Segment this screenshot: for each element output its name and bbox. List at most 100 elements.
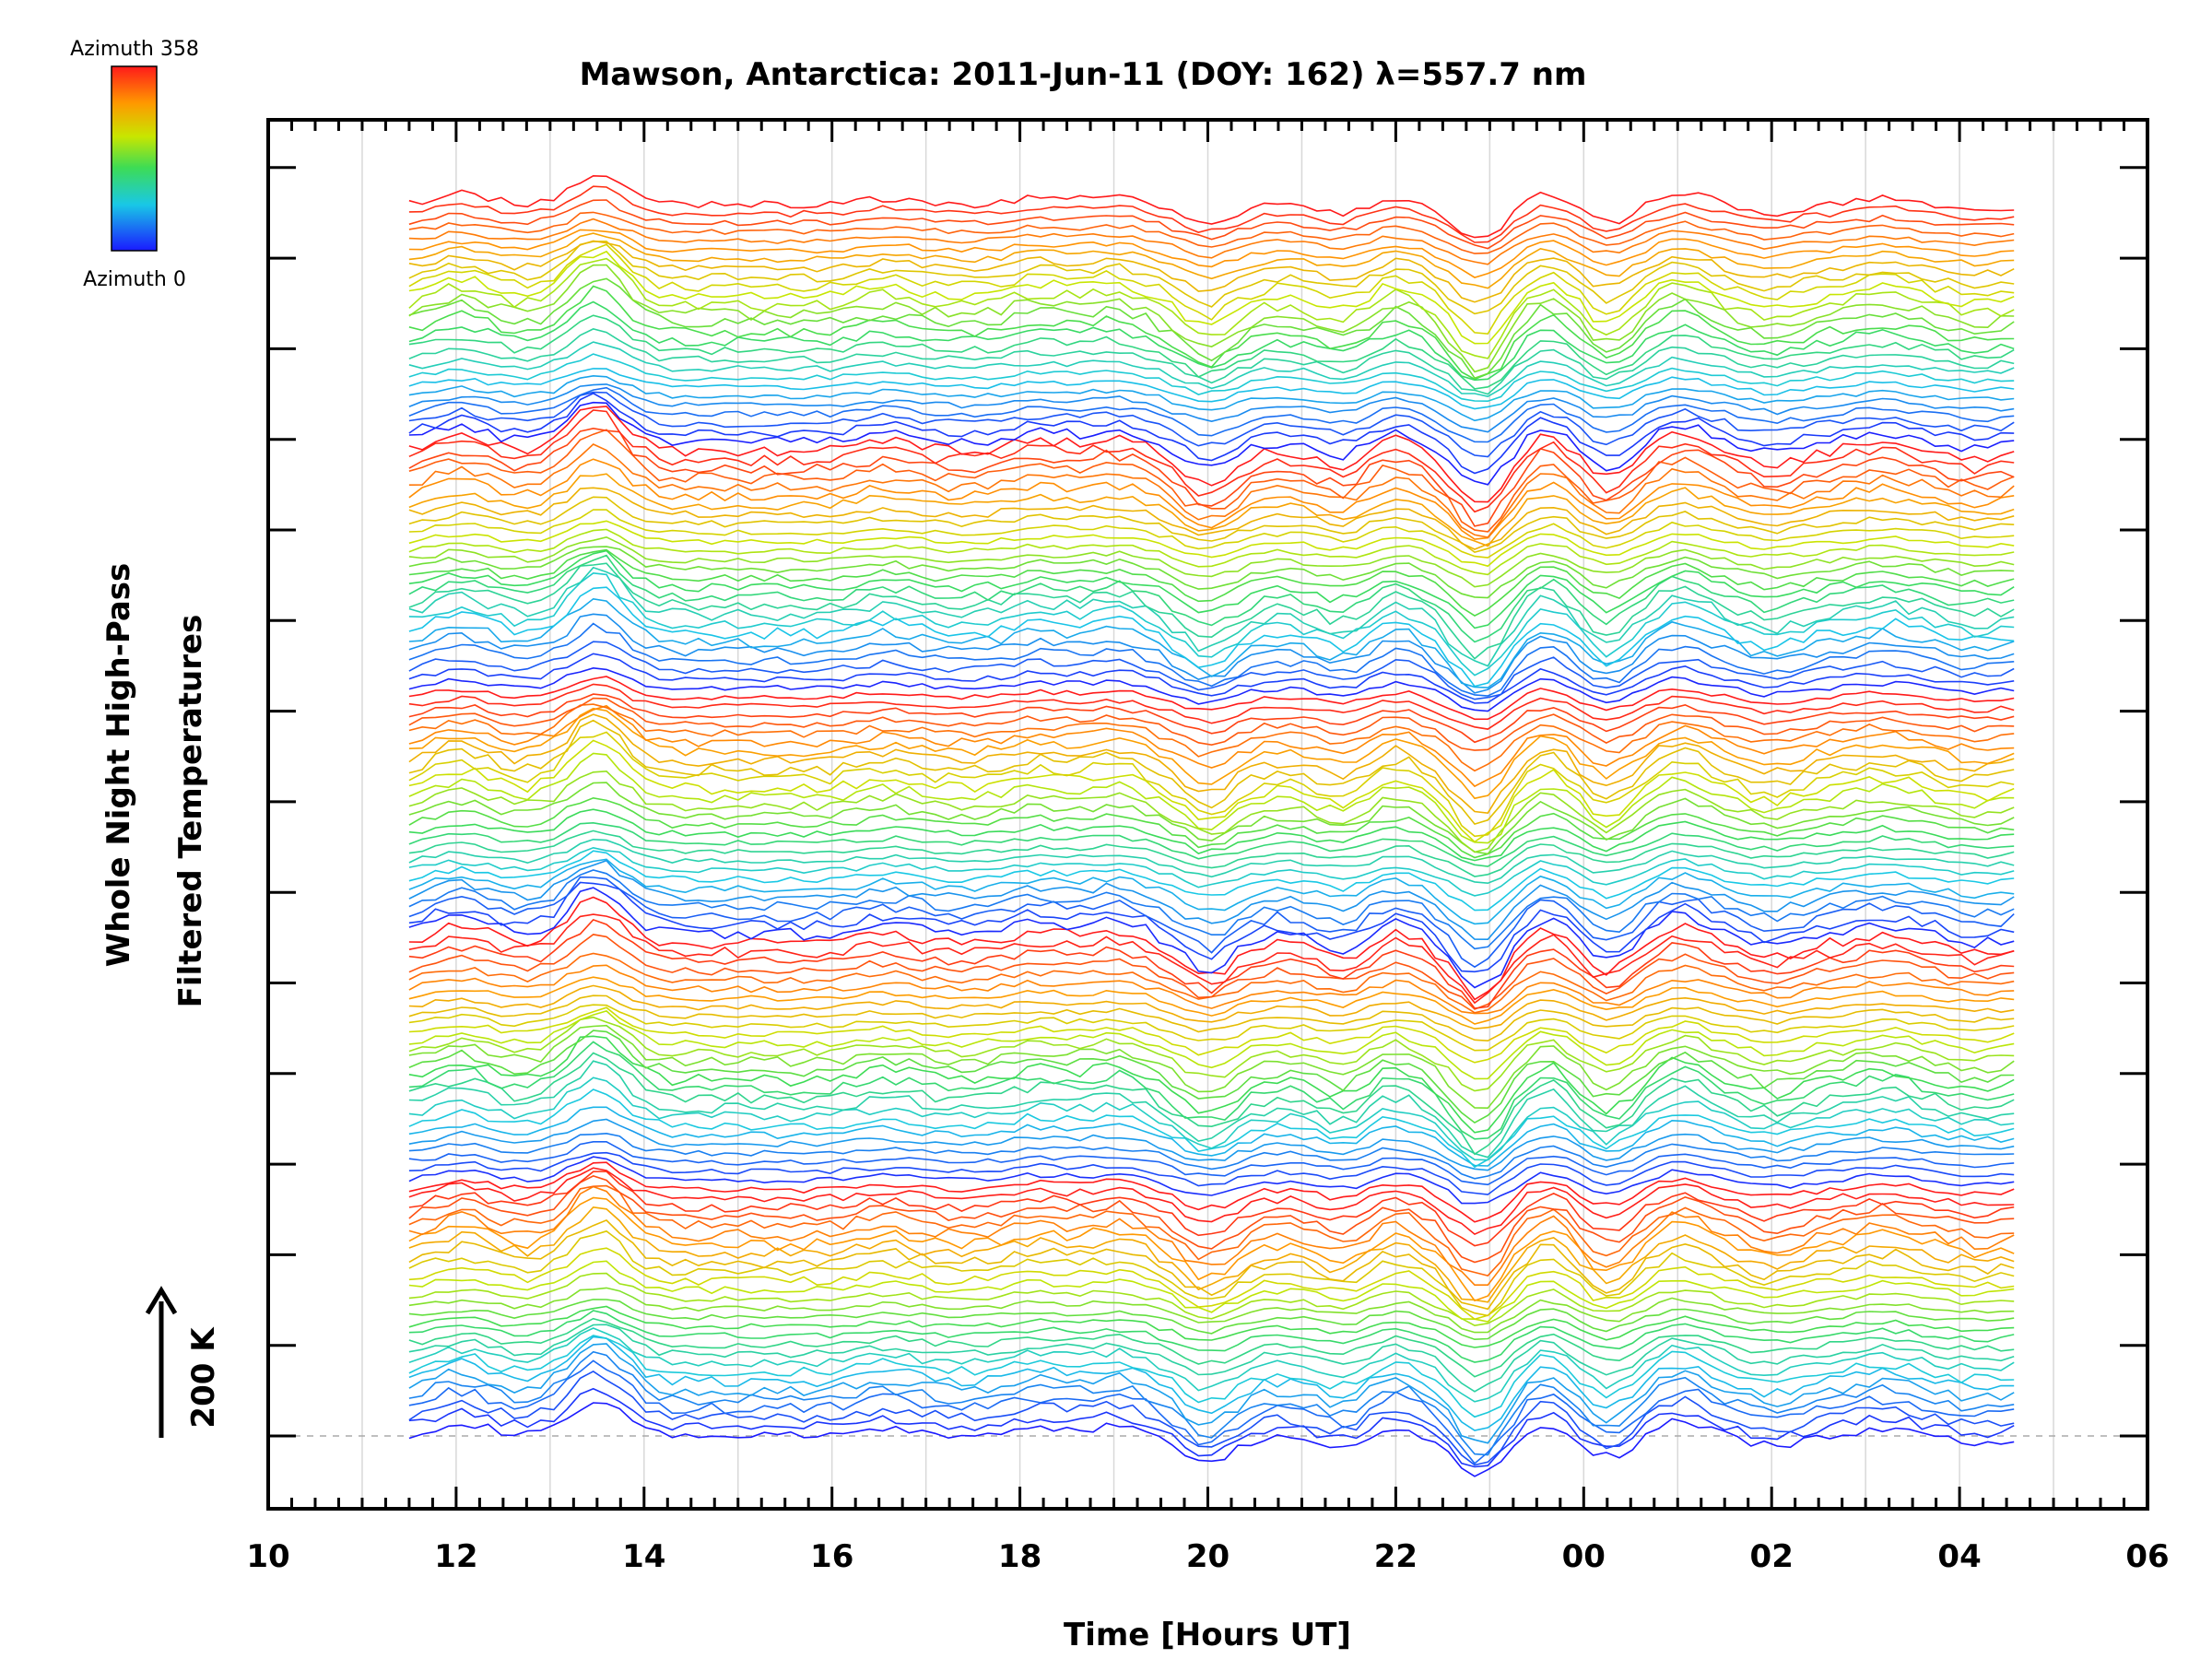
series-line [408, 211, 2015, 254]
series-line [408, 257, 2015, 359]
series-line [408, 1260, 2015, 1323]
series-line [408, 232, 2015, 289]
series-line [408, 1196, 2015, 1302]
series-line [408, 1206, 2015, 1303]
colorbar-bottom-label: Azimuth 0 [83, 268, 186, 291]
series-line [408, 859, 2015, 941]
series-line [408, 876, 2015, 969]
series-line [408, 1171, 2015, 1247]
series-line [408, 697, 2015, 751]
series-line [408, 1106, 2015, 1167]
series-line [408, 622, 2015, 697]
series-line [408, 1350, 2015, 1456]
series-line [408, 458, 2015, 540]
series-line [408, 1004, 2015, 1052]
series-line [408, 1077, 2015, 1161]
series-line [408, 731, 2015, 838]
series-line [408, 964, 2015, 1015]
series-line [408, 1006, 2015, 1064]
x-tick-label: 02 [1750, 1538, 1794, 1575]
scale-bar: 200 K [145, 1286, 222, 1438]
series-line [408, 994, 2015, 1042]
data-series-group [408, 174, 2015, 1477]
series-line [408, 1335, 2015, 1418]
series-line [408, 846, 2015, 897]
series-line [408, 739, 2015, 843]
series-line [408, 976, 2015, 1025]
series-line [408, 549, 2015, 629]
series-line [408, 1175, 2015, 1264]
series-line [408, 1402, 2015, 1477]
series-line [408, 241, 2015, 315]
series-line [408, 707, 2015, 800]
series-line [408, 821, 2015, 867]
y-axis-label-line-2: Filtered Temperatures [172, 615, 209, 1008]
series-line [408, 392, 2015, 475]
series-line [408, 782, 2015, 855]
series-line [408, 174, 2015, 239]
series-line [408, 374, 2015, 422]
series-line [408, 427, 2015, 527]
x-tick-label: 06 [2125, 1538, 2169, 1575]
series-line [408, 653, 2015, 704]
series-line [408, 406, 2015, 503]
series-line [408, 386, 2015, 443]
series-line [408, 1310, 2015, 1363]
series-line [408, 796, 2015, 859]
series-line [408, 869, 2015, 950]
series-line [408, 1060, 2015, 1159]
chart-title: Mawson, Antarctica: 2011-Jun-11 (DOY: 16… [580, 56, 1587, 93]
series-line [408, 984, 2015, 1030]
series-line [408, 528, 2015, 576]
series-line [408, 473, 2015, 547]
x-tick-label: 18 [998, 1538, 1041, 1575]
series-line [408, 881, 2015, 973]
series-line [408, 1167, 2015, 1236]
series-line [408, 1272, 2015, 1327]
series-line [408, 676, 2015, 721]
series-line [408, 300, 2015, 382]
series-line [408, 752, 2015, 844]
colorbar: Azimuth 358 Azimuth 0 [70, 38, 199, 291]
x-tick-label: 04 [1937, 1538, 1981, 1575]
scale-bar-label: 200 K [185, 1326, 222, 1429]
x-tick-label: 14 [622, 1538, 665, 1575]
series-line [408, 666, 2015, 712]
scale-bar-arrowhead [145, 1286, 178, 1315]
series-line [408, 199, 2015, 250]
series-line [408, 586, 2015, 688]
series-line [408, 1317, 2015, 1378]
series-line [408, 546, 2015, 599]
series-line [408, 1335, 2015, 1431]
series-line [408, 1118, 2015, 1171]
series-line [408, 1287, 2015, 1334]
series-line [408, 1359, 2015, 1465]
x-axis-tick-labels: 10 12 14 16 18 20 22 00 02 04 06 [246, 1538, 2169, 1575]
series-line [408, 562, 2015, 660]
series-line [408, 693, 2015, 744]
series-line [408, 1016, 2015, 1092]
series-line [408, 240, 2015, 303]
series-line [408, 1010, 2015, 1080]
series-line [408, 913, 2015, 1005]
series-line [408, 250, 2015, 345]
series-line [408, 918, 2015, 1009]
series-line [408, 1247, 2015, 1321]
y-axis-label-line-1: Whole Night High-Pass [100, 563, 137, 968]
series-line [408, 353, 2015, 403]
series-line [408, 683, 2015, 730]
series-line [408, 368, 2015, 410]
x-tick-label: 10 [246, 1538, 289, 1575]
series-line [408, 1030, 2015, 1124]
series-line [408, 409, 2015, 513]
series-line [408, 1041, 2015, 1140]
series-line [408, 808, 2015, 862]
series-line [408, 285, 2015, 381]
series-line [408, 1052, 2015, 1156]
series-line [408, 934, 2015, 1010]
series-line [408, 713, 2015, 815]
series-line [408, 830, 2015, 877]
colorbar-top-label: Azimuth 358 [70, 38, 199, 61]
series-line [408, 264, 2015, 373]
